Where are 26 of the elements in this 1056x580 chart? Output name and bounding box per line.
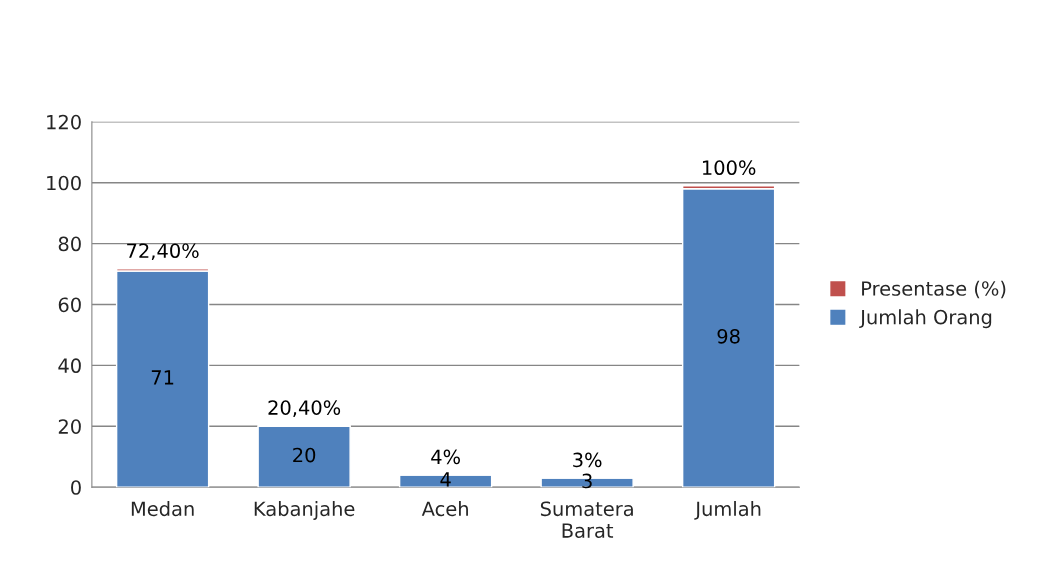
- x-tick-label: Aceh: [421, 501, 468, 517]
- data-label: 20: [293, 447, 316, 463]
- x-tick-label: Jumlah: [694, 501, 761, 520]
- bar: [681, 188, 776, 488]
- data-label: 72,40%: [127, 243, 199, 261]
- data-label: 4%: [431, 449, 460, 465]
- data-label: 98: [717, 328, 740, 344]
- x-tick-label: Sumatera Barat: [540, 501, 633, 538]
- y-tick-label: 60: [58, 297, 81, 313]
- y-tick-label: 80: [58, 236, 81, 252]
- data-label: 20,40%: [268, 400, 341, 417]
- data-label: 100%: [702, 160, 756, 176]
- bar: [257, 425, 351, 488]
- y-tick-label: 40: [58, 358, 81, 374]
- y-tick-label: 100: [47, 175, 81, 191]
- y-tick-label: 20: [58, 419, 81, 434]
- bar: [115, 270, 210, 488]
- y-tick-label: 120: [47, 114, 81, 130]
- legend-label: Presentase (%): [862, 280, 1006, 299]
- data-label: 3%: [573, 452, 602, 468]
- x-tick-label: Kabanjahe: [254, 501, 355, 520]
- data-label: 4: [440, 472, 451, 487]
- legend-label: Jumlah Orang: [859, 309, 992, 329]
- x-tick-label: Medan: [131, 501, 194, 517]
- y-tick-label: 0: [71, 480, 81, 495]
- data-label: 71: [151, 370, 174, 385]
